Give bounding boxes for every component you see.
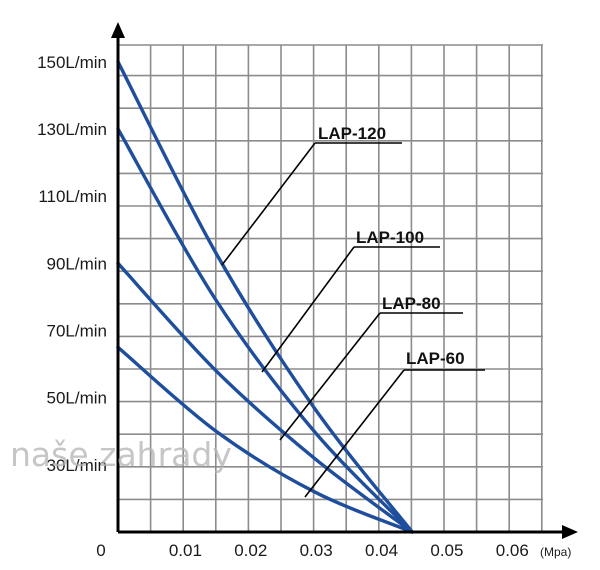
series-leader-lines — [221, 142, 485, 498]
y-tick-label: 150L/min — [37, 53, 107, 72]
y-tick-label: 50L/min — [47, 389, 107, 408]
y-tick-label: 30L/min — [47, 456, 107, 475]
y-tick-label: 110L/min — [38, 187, 107, 206]
x-tick-label: 0.05 — [430, 541, 463, 560]
series-label-lap-120: LAP-120 — [318, 124, 386, 143]
axes — [111, 22, 578, 539]
series-labels: LAP-120 LAP-100 LAP-80 LAP-60 — [318, 124, 465, 368]
x-tick-label: 0.04 — [365, 541, 398, 560]
x-tick-label: 0.01 — [169, 541, 202, 560]
series-lines — [116, 60, 414, 534]
watermark: naše zahrady — [10, 435, 232, 474]
leader-line-lap-60 — [304, 369, 405, 498]
x-axis-unit-label: (Mpa) — [540, 545, 571, 559]
x-axis-arrow — [562, 525, 578, 539]
series-line-lap-120 — [116, 60, 414, 534]
leader-line-lap-80 — [279, 312, 381, 441]
y-tick-label: 130L/min — [37, 120, 107, 139]
leader-line-lap-120 — [221, 142, 316, 266]
leader-line-lap-100 — [261, 246, 355, 373]
origin-label: 0 — [96, 541, 105, 560]
x-tick-label: 0.06 — [496, 541, 529, 560]
x-tick-label: 0.03 — [300, 541, 333, 560]
series-line-lap-60 — [116, 345, 414, 534]
tick-labels: 30L/min 50L/min 70L/min 90L/min 110L/min 130L… — [37, 53, 529, 560]
series-label-lap-100: LAP-100 — [356, 228, 424, 247]
series-label-lap-80: LAP-80 — [382, 294, 441, 313]
series-label-lap-60: LAP-60 — [406, 349, 465, 368]
series-line-lap-80 — [116, 261, 414, 534]
y-axis-arrow — [111, 22, 125, 38]
x-tick-label: 0.02 — [234, 541, 267, 560]
series-line-lap-100 — [116, 127, 414, 534]
y-tick-label: 90L/min — [47, 254, 107, 273]
y-tick-label: 70L/min — [47, 321, 107, 340]
